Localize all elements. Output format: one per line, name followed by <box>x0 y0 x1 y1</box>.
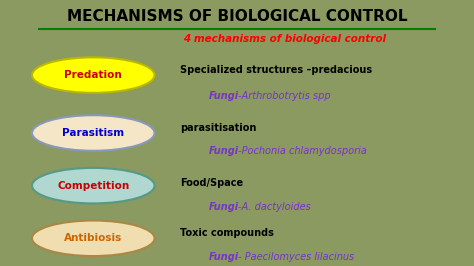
Text: Specialized structures –predacious: Specialized structures –predacious <box>181 65 373 75</box>
Text: Fungi: Fungi <box>209 252 239 262</box>
Text: Fungi: Fungi <box>209 146 239 156</box>
Text: Fungi: Fungi <box>209 91 239 101</box>
Text: Competition: Competition <box>57 181 129 191</box>
Ellipse shape <box>32 168 155 203</box>
Ellipse shape <box>32 57 155 93</box>
Text: -Pochonia chlamydosporia: -Pochonia chlamydosporia <box>235 146 367 156</box>
Text: - Paecilomyces lilacinus: - Paecilomyces lilacinus <box>235 252 354 262</box>
Text: Food/Space: Food/Space <box>181 178 244 188</box>
Text: MECHANISMS OF BIOLOGICAL CONTROL: MECHANISMS OF BIOLOGICAL CONTROL <box>67 9 407 24</box>
Text: Toxic compounds: Toxic compounds <box>181 228 274 238</box>
Text: -Arthrobotrytis spp: -Arthrobotrytis spp <box>235 91 331 101</box>
Text: 4 mechanisms of biological control: 4 mechanisms of biological control <box>182 34 386 44</box>
Text: Predation: Predation <box>64 70 122 80</box>
Text: -A. dactyloides: -A. dactyloides <box>235 202 311 212</box>
Text: Antibiosis: Antibiosis <box>64 233 122 243</box>
Text: Parasitism: Parasitism <box>62 128 124 138</box>
Text: Fungi: Fungi <box>209 202 239 212</box>
Text: parasitisation: parasitisation <box>181 123 257 133</box>
Ellipse shape <box>32 221 155 256</box>
Ellipse shape <box>32 115 155 151</box>
